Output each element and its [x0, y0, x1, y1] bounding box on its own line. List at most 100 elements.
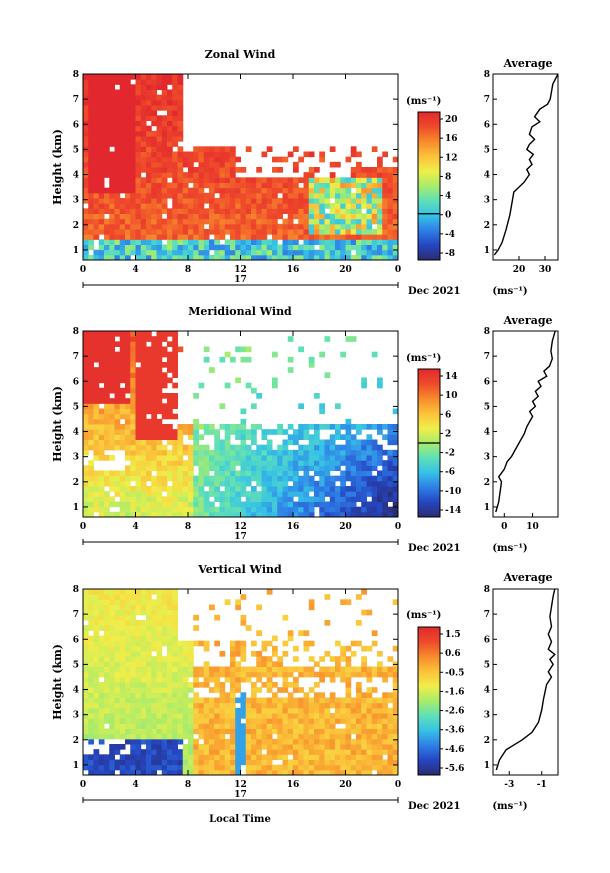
heatmap-cell [93, 687, 100, 693]
heatmap-cell [214, 429, 220, 435]
heatmap-cell [93, 676, 100, 683]
heatmap-cell [140, 718, 147, 724]
heatmap-cell [319, 496, 325, 502]
heatmap-cell [350, 465, 357, 471]
heatmap-cell [329, 218, 336, 225]
heatmap-cell [146, 723, 152, 729]
heatmap-cell [119, 475, 126, 482]
y-tick-label: 6 [73, 635, 79, 645]
heatmap-cell [282, 759, 289, 766]
heatmap-cell [251, 223, 257, 230]
heatmap-cell [261, 707, 268, 714]
heatmap-cell [219, 172, 226, 178]
heatmap-cell [392, 738, 399, 745]
heatmap-cell [371, 444, 378, 451]
heatmap-cell [256, 234, 262, 240]
heatmap-cell [146, 713, 152, 719]
heatmap-cell [188, 697, 194, 704]
heatmap-cell [135, 635, 142, 642]
heatmap-cell [93, 496, 100, 502]
heatmap-cell [209, 229, 215, 235]
heatmap-cell [146, 682, 152, 688]
heatmap-cell [109, 480, 115, 487]
heatmap-cell [361, 449, 367, 456]
heatmap-cell [151, 496, 157, 502]
heatmap-cell [251, 387, 257, 394]
heatmap-cell [88, 177, 94, 183]
heatmap-cell [114, 115, 121, 121]
heatmap-cell [109, 208, 115, 214]
heatmap-cell [167, 94, 173, 101]
heatmap-cell [303, 738, 310, 745]
heatmap-cell [203, 666, 210, 673]
heatmap-cell [293, 460, 299, 466]
heatmap-cell [340, 213, 346, 220]
heatmap-cell [161, 661, 168, 667]
heatmap-cell [140, 213, 147, 220]
heatmap-cell [161, 656, 168, 662]
colorbar-tick-label: 1.5 [445, 630, 461, 640]
heatmap-cell [319, 749, 325, 755]
heatmap-cell [303, 491, 310, 497]
heatmap-cell [282, 723, 289, 729]
heatmap-cell [172, 697, 178, 704]
heatmap-cell [161, 475, 168, 482]
heatmap-cell [245, 733, 252, 740]
heatmap-cell [324, 594, 331, 600]
heatmap-cell [214, 486, 220, 492]
heatmap-cell [146, 640, 152, 647]
heatmap-cell [135, 465, 142, 471]
heatmap-cell [230, 728, 236, 735]
heatmap-cell [361, 244, 367, 251]
heatmap-cell [219, 439, 226, 446]
heatmap-cell [135, 594, 142, 600]
heatmap-cell [130, 759, 136, 766]
heatmap-cell [125, 146, 131, 152]
heatmap-cell [119, 491, 126, 497]
heatmap-cell [135, 713, 142, 719]
heatmap-cell [345, 187, 352, 194]
heatmap-cell [109, 239, 115, 245]
heatmap-cell [209, 749, 215, 755]
heatmap-cell [366, 511, 373, 518]
heatmap-cell [308, 486, 315, 492]
heatmap-cell [104, 480, 110, 487]
heatmap-cell [277, 234, 283, 240]
heatmap-cell [382, 249, 388, 256]
heatmap-cell [88, 413, 94, 420]
heatmap-cell [235, 511, 241, 518]
heatmap-cell [329, 511, 336, 518]
heatmap-cell [140, 244, 147, 251]
heatmap-cell [240, 651, 247, 657]
heatmap-cell [156, 331, 163, 337]
heatmap-cell [161, 630, 168, 636]
heatmap-cell [366, 249, 373, 256]
heatmap-cell [324, 697, 331, 704]
heatmap-cell [266, 449, 273, 456]
heatmap-cell [261, 151, 268, 158]
day-label: 17 [234, 790, 247, 800]
heatmap-cell [146, 84, 152, 90]
heatmap-cell [140, 377, 147, 384]
heatmap-cell [193, 455, 199, 461]
heatmap-cell [83, 377, 89, 384]
heatmap-cell [214, 614, 220, 621]
heatmap-cell [382, 723, 388, 729]
heatmap-cell [308, 182, 315, 189]
heatmap-cell [119, 79, 126, 85]
heatmap-cell [203, 671, 210, 678]
average-y-tick-label: 3 [484, 711, 490, 721]
heatmap-cell [93, 625, 100, 631]
heatmap-cell [104, 161, 110, 168]
heatmap-cell [272, 707, 278, 714]
heatmap-cell [172, 356, 178, 363]
heatmap-cell [177, 692, 184, 698]
heatmap-cell [93, 198, 100, 204]
heatmap-cell [198, 682, 205, 688]
heatmap-cell [272, 486, 278, 492]
heatmap-cell [371, 723, 378, 729]
heatmap-cell [140, 387, 147, 394]
heatmap-cell [125, 239, 131, 245]
heatmap-cell [319, 769, 325, 776]
heatmap-cell [214, 640, 220, 647]
